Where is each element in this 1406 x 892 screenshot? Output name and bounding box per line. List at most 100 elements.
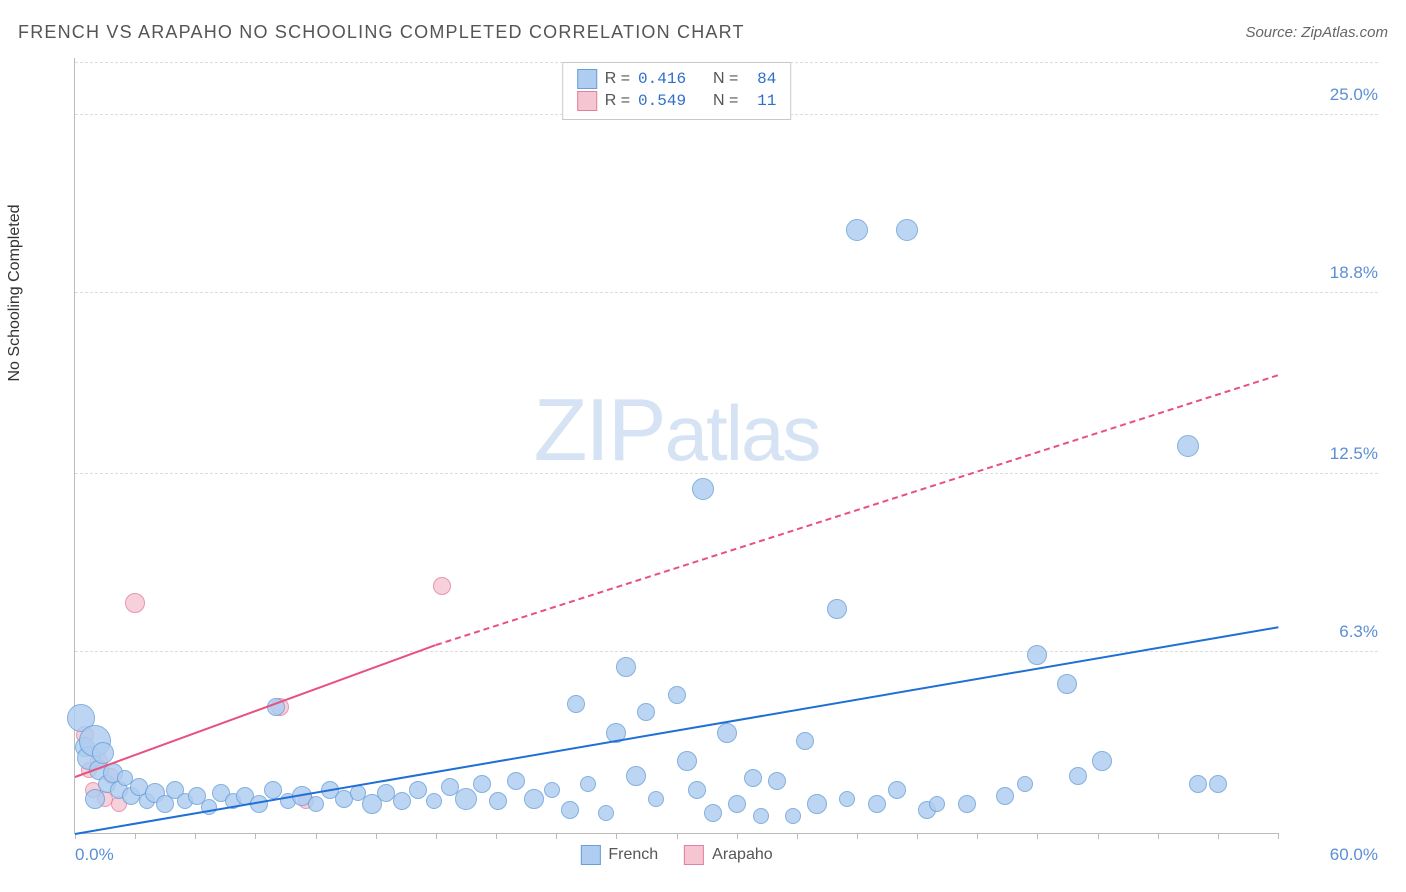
stat-n: 84	[746, 70, 776, 88]
watermark: ZIPatlas	[534, 379, 820, 481]
scatter-point	[785, 808, 801, 824]
scatter-point	[996, 787, 1014, 805]
y-axis-label: No Schooling Completed	[6, 205, 24, 382]
legend-item: Arapaho	[684, 845, 773, 865]
scatter-point	[1069, 767, 1087, 785]
y-tick-label: 18.8%	[1288, 263, 1378, 283]
x-tick	[737, 833, 738, 839]
scatter-point	[637, 703, 655, 721]
scatter-point	[753, 808, 769, 824]
stat-label: N =	[713, 92, 738, 110]
chart-title: FRENCH VS ARAPAHO NO SCHOOLING COMPLETED…	[18, 22, 745, 43]
scatter-point	[507, 772, 525, 790]
scatter-point	[704, 804, 722, 822]
scatter-point	[728, 795, 746, 813]
scatter-point	[455, 788, 477, 810]
scatter-point	[524, 789, 544, 809]
scatter-point	[846, 219, 868, 241]
source-credit: Source: ZipAtlas.com	[1245, 24, 1388, 41]
gridline	[75, 651, 1378, 652]
scatter-point	[1189, 775, 1207, 793]
scatter-point	[648, 791, 664, 807]
scatter-point	[868, 795, 886, 813]
scatter-point	[433, 577, 451, 595]
gridline	[75, 473, 1378, 474]
scatter-point	[677, 751, 697, 771]
scatter-point	[92, 742, 114, 764]
scatter-point	[668, 686, 686, 704]
x-tick	[917, 833, 918, 839]
stats-row: R = 0.416 N = 84	[577, 69, 777, 89]
scatter-point	[85, 789, 105, 809]
stat-r: 0.549	[638, 92, 688, 110]
x-tick	[977, 833, 978, 839]
scatter-point	[561, 801, 579, 819]
scatter-point	[1027, 645, 1047, 665]
scatter-point	[580, 776, 596, 792]
scatter-point	[692, 478, 714, 500]
legend-swatch	[684, 845, 704, 865]
scatter-point	[896, 219, 918, 241]
x-tick	[797, 833, 798, 839]
scatter-point	[544, 782, 560, 798]
stats-row: R = 0.549 N = 11	[577, 91, 777, 111]
legend-swatch	[577, 69, 597, 89]
scatter-point	[1177, 435, 1199, 457]
y-tick-label: 6.3%	[1288, 622, 1378, 642]
x-tick	[1278, 833, 1279, 839]
scatter-point	[626, 766, 646, 786]
legend-label: Arapaho	[712, 846, 773, 864]
legend-item: French	[580, 845, 658, 865]
stat-r: 0.416	[638, 70, 688, 88]
x-tick	[1218, 833, 1219, 839]
x-tick	[255, 833, 256, 839]
stat-n: 11	[746, 92, 776, 110]
scatter-point	[929, 796, 945, 812]
x-tick	[135, 833, 136, 839]
x-tick	[496, 833, 497, 839]
x-tick	[1037, 833, 1038, 839]
scatter-point	[744, 769, 762, 787]
legend: French Arapaho	[580, 845, 772, 865]
scatter-point	[807, 794, 827, 814]
trend-line	[436, 374, 1279, 646]
x-tick	[1098, 833, 1099, 839]
scatter-point	[827, 599, 847, 619]
scatter-point	[616, 657, 636, 677]
scatter-point	[1209, 775, 1227, 793]
scatter-point	[393, 792, 411, 810]
legend-swatch	[580, 845, 600, 865]
x-tick-label: 60.0%	[1330, 845, 1378, 865]
scatter-point	[958, 795, 976, 813]
gridline	[75, 292, 1378, 293]
legend-label: French	[608, 846, 658, 864]
y-tick-label: 25.0%	[1288, 85, 1378, 105]
y-tick-label: 12.5%	[1288, 444, 1378, 464]
scatter-point	[839, 791, 855, 807]
stats-box: R = 0.416 N = 84R = 0.549 N = 11	[562, 62, 792, 120]
scatter-point	[125, 593, 145, 613]
scatter-point	[1017, 776, 1033, 792]
trend-line	[75, 626, 1278, 835]
scatter-point	[409, 781, 427, 799]
plot-area: ZIPatlas FrenchArapaho 6.3%12.5%18.8%25.…	[74, 58, 1278, 834]
stat-label: N =	[713, 70, 738, 88]
scatter-point	[426, 793, 442, 809]
scatter-point	[1092, 751, 1112, 771]
legend-swatch	[577, 91, 597, 111]
scatter-point	[473, 775, 491, 793]
scatter-point	[489, 792, 507, 810]
scatter-point	[598, 805, 614, 821]
scatter-point	[567, 695, 585, 713]
stat-label: R =	[605, 70, 630, 88]
x-tick	[195, 833, 196, 839]
x-tick	[677, 833, 678, 839]
scatter-point	[688, 781, 706, 799]
stat-label: R =	[605, 92, 630, 110]
scatter-point	[768, 772, 786, 790]
x-tick	[316, 833, 317, 839]
x-tick	[376, 833, 377, 839]
x-tick	[436, 833, 437, 839]
x-tick	[1158, 833, 1159, 839]
x-tick	[616, 833, 617, 839]
